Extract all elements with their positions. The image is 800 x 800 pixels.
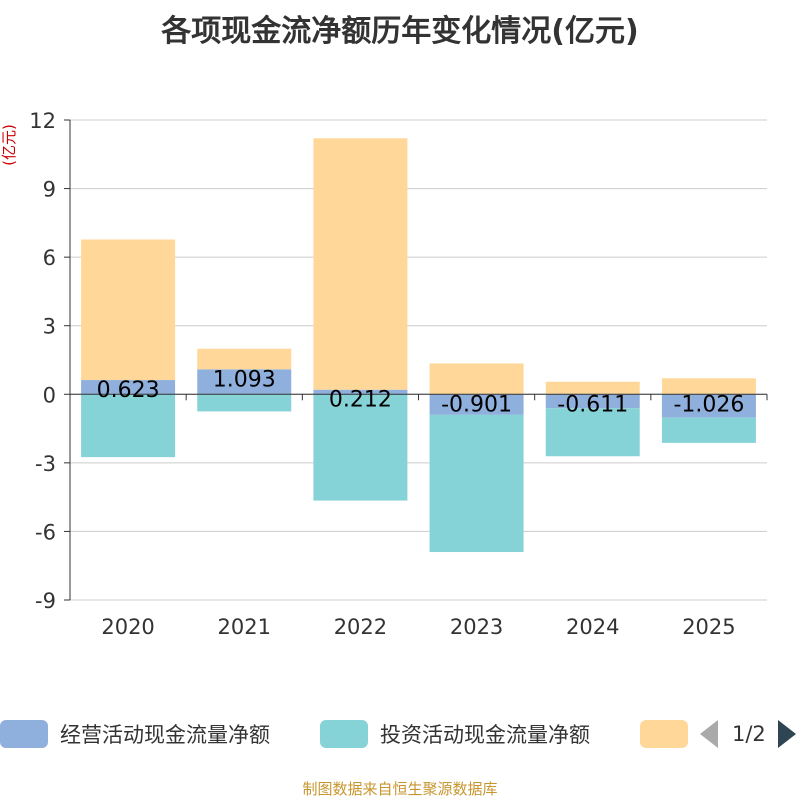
legend-label-operating: 经营活动现金流量净额 [60, 723, 270, 747]
bar-2-2021 [197, 394, 292, 412]
bar-1-2024 [545, 394, 640, 409]
x-tick-label: 2025 [682, 615, 735, 639]
bar-2-2020 [81, 394, 176, 458]
legend-item-investing[interactable]: 投资活动现金流量净额 [320, 712, 590, 756]
x-tick-label: 2021 [218, 615, 271, 639]
bar-2-2023 [429, 414, 524, 553]
data-label: 1.093 [213, 367, 276, 392]
legend-swatch-investing [320, 720, 368, 748]
y-tick-label: 0 [43, 383, 56, 407]
bar-3-2020 [81, 239, 176, 381]
bar-3-2024 [545, 381, 640, 395]
y-tick-label: -3 [35, 452, 56, 476]
bar-1-2022 [313, 389, 408, 395]
data-label: 0.623 [97, 378, 160, 403]
legend-item-operating[interactable]: 经营活动现金流量净额 [0, 712, 270, 756]
axes: 12 9 6 3 0 -3 -6 -9 2020 2021 2022 2023 2024 2025 [29, 109, 768, 639]
legend: 经营活动现金流量净额 投资活动现金流量净额 [0, 712, 800, 756]
y-tick-label: 12 [29, 109, 56, 133]
x-tick-label: 2023 [450, 615, 503, 639]
x-tick-label: 2022 [334, 615, 387, 639]
data-label: 0.212 [329, 388, 392, 413]
y-tick-label: 6 [43, 246, 56, 270]
legend-swatch-financing [640, 720, 688, 748]
y-axis-label: (亿元) [0, 124, 18, 166]
bar-2-2022 [313, 394, 408, 501]
legend-swatch-operating [0, 720, 48, 748]
bar-1-2020 [81, 380, 176, 395]
bars [81, 138, 756, 553]
bar-1-2023 [429, 394, 524, 415]
bar-3-2022 [313, 138, 408, 390]
bar-2-2025 [661, 417, 756, 443]
next-page-icon[interactable] [777, 720, 796, 748]
chart-area: 12 9 6 3 0 -3 -6 -9 2020 2021 2022 2023 2024 2025 0.6… [0, 109, 768, 639]
bar-2-2024 [545, 408, 640, 457]
x-tick-label: 2024 [566, 615, 619, 639]
legend-label-investing: 投资活动现金流量净额 [380, 723, 590, 747]
bar-1-2021 [197, 369, 292, 395]
y-tick-label: -6 [35, 520, 56, 544]
bar-3-2021 [197, 348, 292, 370]
bar-3-2023 [429, 363, 524, 395]
y-tick-label: 3 [43, 315, 56, 339]
legend-pager: 1/2 [700, 712, 796, 756]
grid-lines [70, 119, 767, 601]
data-label: -1.026 [673, 392, 744, 417]
data-source: 制图数据来自恒生聚源数据库 [302, 780, 498, 798]
x-tick-label: 2020 [101, 615, 154, 639]
chart-title: 各项现金流净额历年变化情况(亿元) [161, 14, 639, 49]
data-label: -0.901 [441, 392, 512, 417]
y-tick-label: -9 [35, 589, 56, 613]
prev-page-icon[interactable] [700, 720, 718, 748]
data-labels: 0.623 1.093 0.212 -0.901 -0.611 -1.026 [97, 367, 745, 417]
data-label: -0.611 [557, 392, 628, 417]
bar-1-2025 [661, 394, 756, 418]
legend-page-indicator: 1/2 [732, 722, 766, 746]
y-tick-label: 9 [43, 178, 56, 202]
legend-item-financing[interactable] [640, 712, 688, 756]
bar-3-2025 [661, 378, 756, 395]
